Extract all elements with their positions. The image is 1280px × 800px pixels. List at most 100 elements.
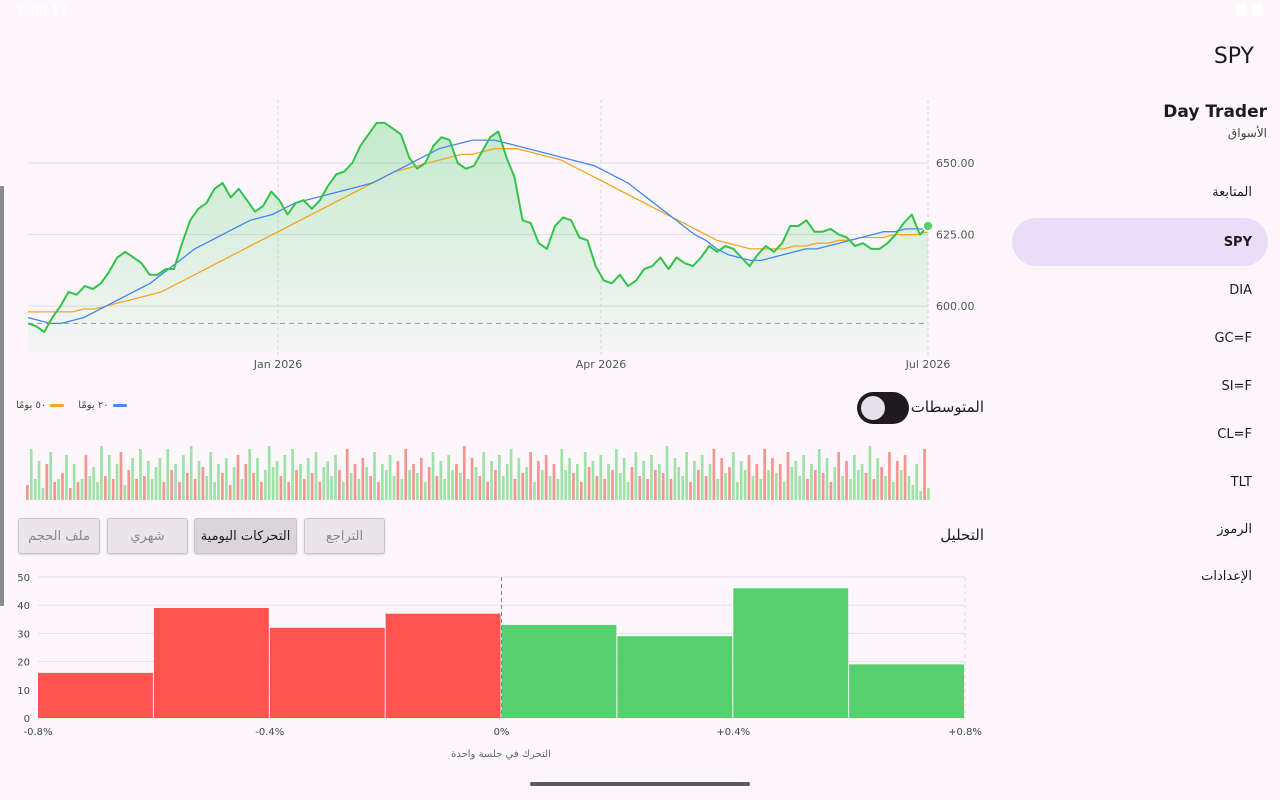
volume-bar [903,455,907,500]
analysis-label: التحليل [940,526,984,544]
legend-item: ٢٠ يومًا [78,400,127,411]
app-name: Day Trader [1163,102,1267,122]
volume-bar [716,479,720,500]
volume-bar [384,470,388,500]
volume-bar [891,482,895,500]
volume-bar [755,464,759,500]
volume-bar [763,449,766,500]
histogram-bar [617,636,733,718]
volume-chart [26,446,930,500]
volume-bar [240,479,244,500]
volume-bar [806,479,809,500]
status-time: 8:00 17 [18,4,68,19]
volume-bar [642,461,646,500]
histogram-bar [733,588,849,718]
nav-item-dia[interactable]: DIA [1229,282,1252,298]
volume-bar [447,455,450,500]
volume-bar [837,452,841,500]
y-tick-label: 625.00 [936,229,975,242]
volume-bar [852,455,856,500]
volume-bar [41,488,45,500]
tab-daily-moves[interactable]: التحركات اليومية [194,518,297,554]
volume-bar [338,470,341,500]
volume-bar [685,452,688,500]
volume-bar [490,461,493,500]
volume-bar [572,473,575,500]
drawer-edge[interactable] [0,186,4,606]
volume-bar [778,464,782,500]
volume-bar [353,464,357,500]
volume-bar [244,464,248,500]
volume-bar [759,479,763,500]
volume-bar [630,467,634,500]
nav-item-gcf[interactable]: GC=F [1214,330,1252,346]
tab-volume-profile[interactable]: ملف الحجم [18,518,100,554]
nav-symbols[interactable]: الرموز [1217,521,1252,537]
volume-bar [845,461,848,500]
price-area [28,122,928,353]
volume-bar [884,476,887,500]
volume-bar [443,479,447,500]
nav-item-tlt[interactable]: TLT [1230,474,1252,490]
nav-watchlist[interactable]: المتابعة [1212,184,1252,200]
tab-drawdown[interactable]: التراجع [304,518,385,554]
volume-bar [123,485,127,500]
volume-bar [182,455,185,500]
volume-bar [115,464,119,500]
volume-bar [400,479,404,500]
volume-bar [193,479,197,500]
x-tick-label: -0.8% [23,727,52,738]
volume-bar [747,455,751,500]
volume-bar [802,455,805,500]
ma20-line [27,139,928,325]
volume-bar [365,467,369,500]
moving-averages-toggle[interactable] [857,392,909,424]
y-tick-label: 20 [17,658,30,669]
volume-bar [603,479,607,500]
nav-item-sif[interactable]: SI=F [1221,378,1252,394]
volume-bar [451,470,454,500]
volume-bar [396,461,400,500]
volume-bar [92,467,96,500]
nav-item-clf[interactable]: CL=F [1217,426,1252,442]
volume-bar [373,452,376,500]
volume-bar [513,479,517,500]
volume-bar [263,470,267,500]
volume-bar [37,461,41,500]
nav-settings[interactable]: الإعدادات [1201,568,1252,584]
volume-bar [556,479,560,500]
y-tick-label: 10 [17,686,30,697]
volume-bar [185,473,189,500]
volume-bar [291,449,294,500]
volume-bar [786,452,790,500]
nav-item-spy[interactable]: SPY [1012,218,1268,266]
price-chart[interactable]: Jan 2026 Apr 2026 Jul 2026 600.00 625.00 650.… [0,90,990,380]
volume-bar [895,461,899,500]
daily-moves-histogram: 0 10 20 30 40 50 -0.8% -0.4% 0% +0.4% +0.8% التحرك … [17,573,982,760]
volume-bar [868,446,872,500]
volume-bar [221,473,224,500]
y-tick-label: 50 [17,573,30,584]
volume-bar [49,452,53,500]
volume-bar [732,452,735,500]
wifi-icon [1236,4,1246,16]
volume-bar [728,467,731,500]
volume-bar [673,458,677,500]
volume-bar [509,449,513,500]
volume-bar [80,479,84,500]
volume-bar [782,482,786,500]
tab-monthly[interactable]: شهري [107,518,188,554]
volume-bar [45,464,49,500]
volume-bar [88,476,92,500]
volume-bar [111,479,115,500]
volume-bar [299,464,302,500]
volume-bar [53,482,57,500]
home-indicator[interactable] [530,782,750,786]
y-tick-label: 40 [17,601,30,612]
y-tick-label: 30 [17,629,30,640]
volume-bar [927,488,930,500]
volume-bar [68,488,72,500]
volume-bar [615,449,618,500]
volume-bar [474,467,478,500]
x-tick-label: -0.4% [255,727,284,738]
